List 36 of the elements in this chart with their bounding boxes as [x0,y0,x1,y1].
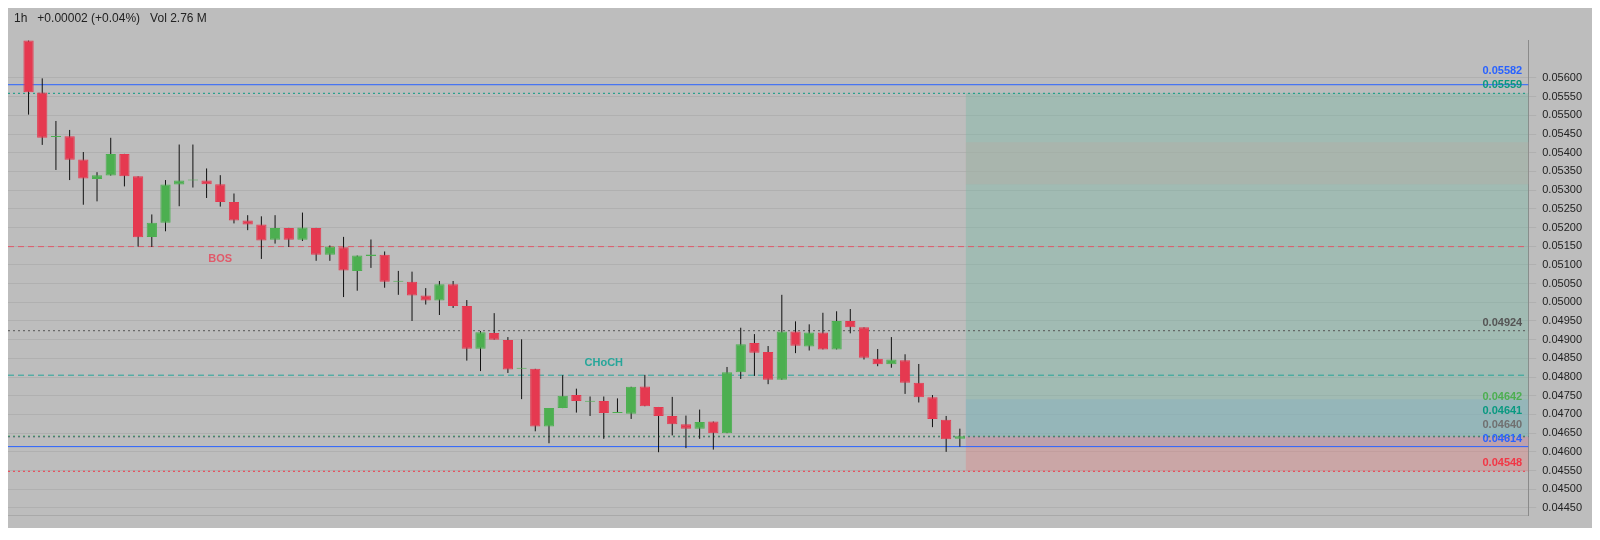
y-tick-label: 0.05300 [1542,183,1582,196]
ref-line-label: 0.05582 [1482,64,1523,77]
y-tick-label: 0.05200 [1542,220,1582,233]
y-tick-label: 0.04450 [1542,500,1582,513]
y-tick-label: 0.04500 [1542,482,1582,495]
chart-title: 1h [14,11,28,25]
y-tick-label: 0.04900 [1542,332,1582,345]
y-tick-label: 0.04700 [1542,407,1582,420]
ref-line-label: 0.04642 [1482,389,1523,402]
y-tick-label: 0.05350 [1542,164,1582,177]
ref-line-label: 0.04614 [1482,431,1524,444]
y-tick-label: 0.05150 [1542,239,1582,252]
ref-line-label: 0.04548 [1482,456,1523,469]
text: Vol 2.76 M [150,11,207,25]
y-tick-label: 0.05450 [1542,127,1582,140]
y-tick-label: 0.04750 [1542,388,1582,401]
y-tick-label: 0.04850 [1542,351,1582,364]
y-tick-label: 0.04650 [1542,426,1582,439]
text: +0.00002 (+0.04%) [37,11,141,25]
y-tick-label: 0.04600 [1542,444,1582,457]
y-tick-label: 0.04800 [1542,370,1582,383]
y-tick-label: 0.05500 [1542,108,1582,121]
y-tick-label: 0.05550 [1542,89,1582,102]
ref-line-label: 0.04641 [1482,403,1523,416]
ref-line-label: CHoCH [584,356,624,369]
y-tick-label: 0.04550 [1542,463,1582,476]
y-tick-label: 0.05050 [1542,276,1582,289]
y-tick-label: 0.05100 [1542,257,1582,270]
y-tick-label: 0.04950 [1542,314,1582,327]
y-tick-label: 0.05000 [1542,295,1582,308]
y-tick-label: 0.05250 [1542,201,1582,214]
y-tick-label: 0.05600 [1542,71,1582,84]
ref-line-label: BOS [208,251,233,264]
y-tick-label: 0.05400 [1542,145,1582,158]
ref-line-label: 0.04640 [1482,417,1523,430]
ref-line-label: 0.04924 [1482,315,1524,328]
